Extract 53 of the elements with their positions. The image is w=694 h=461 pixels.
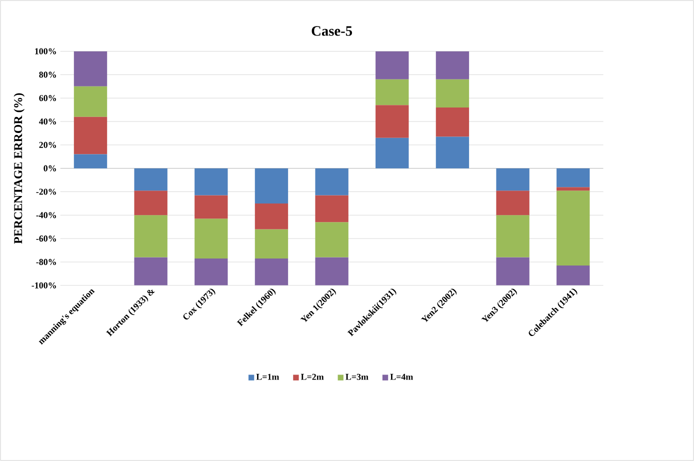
bar <box>556 187 590 191</box>
y-tick-label: -80% <box>36 258 56 266</box>
bar <box>254 258 288 286</box>
bar <box>254 203 288 230</box>
y-tick-label: 20% <box>39 142 56 148</box>
bar <box>556 168 590 188</box>
bar <box>134 168 168 191</box>
legend-label: L=3m <box>346 374 368 380</box>
y-axis-title: PERCENTAGE ERROR (%) <box>14 93 25 244</box>
bar <box>315 257 348 286</box>
bar <box>496 190 530 216</box>
bar <box>376 105 409 138</box>
bar <box>74 154 108 168</box>
bar <box>315 222 348 258</box>
bar <box>556 190 590 266</box>
legend-label: L=2m <box>300 374 324 380</box>
bar <box>556 265 590 286</box>
bar <box>436 51 470 80</box>
bar <box>254 168 288 204</box>
bar <box>194 218 228 258</box>
y-tick-label: 0% <box>44 165 56 172</box>
bar <box>254 229 288 258</box>
chart-title: Case-5 <box>312 26 352 36</box>
bar <box>436 136 470 168</box>
y-tick-label: 80% <box>39 72 56 78</box>
bar <box>134 257 168 286</box>
y-tick-label: -60% <box>36 236 56 242</box>
legend-label: L=4m <box>390 374 413 380</box>
bar <box>496 215 530 258</box>
bar <box>74 116 108 154</box>
y-tick-label: 100% <box>35 48 56 54</box>
bar <box>194 195 228 219</box>
bar <box>74 51 108 86</box>
y-tick-label: 60% <box>39 95 56 102</box>
bar <box>436 79 470 108</box>
bar <box>496 168 530 191</box>
bar <box>376 138 409 168</box>
y-tick-label: 40% <box>39 118 56 125</box>
bar <box>436 107 470 137</box>
y-tick-label: -100% <box>32 282 56 288</box>
bar <box>194 168 228 196</box>
y-tick-label: -20% <box>36 188 56 195</box>
bar <box>315 168 348 196</box>
bar <box>194 258 228 286</box>
bar <box>134 190 168 216</box>
bar <box>134 215 168 258</box>
bar <box>74 86 108 117</box>
legend-label: L=1m <box>256 374 280 380</box>
y-tick-label: -40% <box>36 212 56 218</box>
bar <box>376 79 409 106</box>
bar <box>496 257 530 286</box>
bar <box>315 195 348 222</box>
bar <box>376 51 409 80</box>
